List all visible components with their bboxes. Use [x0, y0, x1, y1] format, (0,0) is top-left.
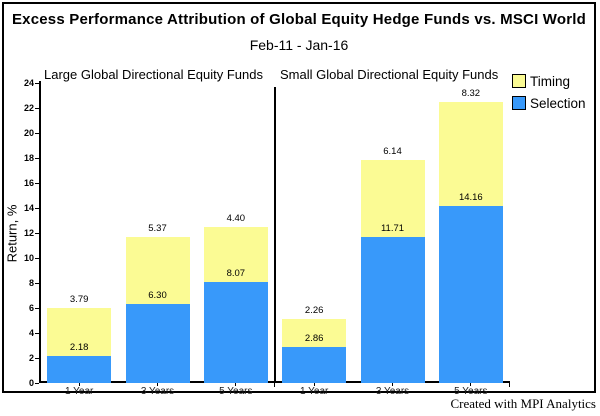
x-category-tick	[313, 383, 315, 386]
x-axis-end-tick	[274, 383, 275, 387]
x-category-label: 3 Years	[140, 386, 175, 397]
bar-value-label-timing: 3.79	[69, 294, 89, 306]
x-category-label: 3 Years	[375, 386, 410, 397]
y-axis-line	[39, 81, 41, 383]
bar-value-label-selection: 11.71	[380, 222, 405, 234]
y-tick-label: 12	[23, 228, 34, 238]
legend-item-timing: Timing	[512, 70, 586, 92]
panel-title-small-funds: Small Global Directional Equity Funds	[280, 67, 499, 82]
y-tick-label: 16	[23, 178, 34, 188]
bar-segment-timing	[203, 227, 268, 283]
x-axis-end-tick	[509, 383, 510, 387]
chart-subtitle: Feb-11 - Jan-16	[249, 37, 349, 53]
x-category-tick	[470, 383, 472, 386]
x-category-tick	[235, 383, 237, 386]
bar-value-label-selection: 2.86	[304, 333, 324, 345]
y-tick	[35, 382, 39, 384]
y-tick-label: 0	[28, 378, 34, 388]
y-tick-label: 2	[28, 353, 34, 363]
x-category-tick	[392, 383, 393, 386]
bar-segment-timing	[438, 102, 503, 206]
y-tick	[35, 307, 39, 309]
timing-swatch-icon	[512, 74, 526, 88]
bar-segment-selection	[203, 282, 268, 383]
legend-item-selection: Selection	[512, 92, 586, 114]
legend-label-timing: Timing	[530, 73, 571, 89]
bar-value-label-selection: 14.16	[458, 192, 483, 203]
x-category-tick	[78, 383, 80, 386]
y-tick-label: 6	[28, 303, 34, 313]
bar-value-label-timing: 4.40	[226, 213, 246, 225]
y-tick	[35, 82, 39, 84]
selection-swatch-icon	[512, 96, 526, 110]
y-tick	[35, 357, 39, 359]
y-tick	[35, 132, 39, 134]
chart-title: Excess Performance Attribution of Global…	[11, 11, 587, 28]
bar-segment-selection	[125, 304, 190, 383]
y-tick-label: 18	[23, 153, 34, 163]
y-tick	[35, 332, 39, 334]
bar-segment-selection	[438, 206, 503, 383]
x-category-label: 5 Years	[454, 386, 488, 397]
y-tick	[35, 182, 39, 184]
y-tick-label: 14	[23, 203, 34, 213]
bar-value-label-selection: 6.30	[148, 290, 167, 302]
bar-segment-timing	[360, 159, 425, 237]
bar-segment-timing	[47, 308, 112, 356]
x-category-label: 1 Year	[299, 386, 329, 397]
y-tick	[35, 282, 39, 284]
y-tick-label: 8	[28, 278, 34, 288]
y-tick	[35, 232, 39, 234]
y-tick	[35, 257, 39, 259]
x-category-tick	[157, 383, 158, 386]
y-tick-label: 10	[23, 253, 34, 263]
bar-value-label-selection: 2.18	[69, 341, 89, 353]
bar-value-label-selection: 8.07	[226, 268, 246, 280]
bar-segment-selection	[360, 236, 425, 383]
legend-label-selection: Selection	[530, 95, 586, 111]
bar-segment-timing	[282, 319, 347, 348]
y-tick-label: 22	[23, 103, 34, 113]
y-tick	[35, 207, 39, 209]
credit-text: Created with MPI Analytics	[450, 396, 596, 411]
bar-value-label-timing: 5.37	[148, 223, 167, 235]
y-tick	[35, 107, 39, 109]
bar-segment-selection	[47, 355, 112, 383]
bar-segment-selection	[282, 347, 347, 383]
y-tick-label: 20	[23, 128, 34, 138]
bar-segment-timing	[125, 237, 190, 305]
x-category-label: 1 Year	[64, 386, 94, 397]
panel-title-large-funds: Large Global Directional Equity Funds	[44, 67, 263, 82]
panel-divider-line	[274, 87, 276, 383]
x-category-label: 5 Years	[219, 386, 253, 397]
y-tick-label: 4	[28, 328, 34, 338]
bar-value-label-timing: 8.32	[461, 88, 481, 99]
legend: Timing Selection	[512, 70, 586, 114]
y-tick-label: 24	[23, 78, 34, 88]
chart-frame: Excess Performance Attribution of Global…	[2, 2, 596, 397]
y-tick	[35, 157, 39, 159]
bar-value-label-timing: 6.14	[383, 145, 402, 157]
bar-value-label-timing: 2.26	[304, 305, 324, 316]
